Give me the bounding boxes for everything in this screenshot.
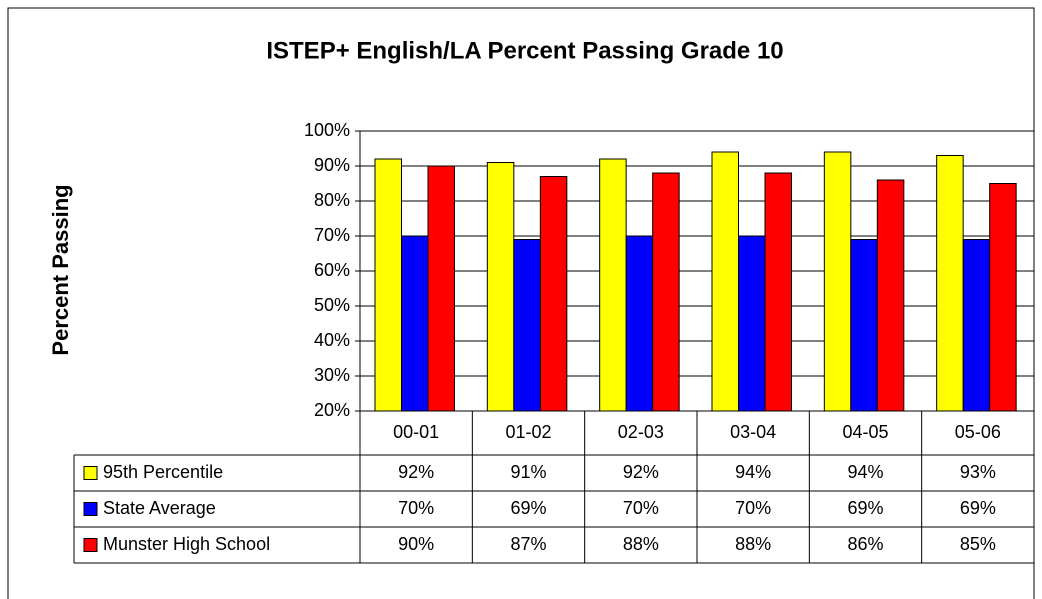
- table-value: 69%: [960, 498, 996, 518]
- table-value: 70%: [398, 498, 434, 518]
- y-tick-label: 100%: [304, 120, 350, 140]
- table-value: 87%: [510, 534, 546, 554]
- bar: [486, 162, 515, 412]
- table-value: 91%: [510, 462, 546, 482]
- y-axis-label: Percent Passing: [48, 184, 73, 355]
- table-value: 88%: [735, 534, 771, 554]
- x-tick-label: 03-04: [730, 422, 776, 442]
- bar: [427, 165, 455, 412]
- legend-label: State Average: [103, 498, 216, 518]
- table-value: 88%: [623, 534, 659, 554]
- table-value: 90%: [398, 534, 434, 554]
- y-tick-label: 30%: [314, 365, 350, 385]
- table-value: 93%: [960, 462, 996, 482]
- bar: [711, 151, 739, 412]
- bar: [625, 235, 654, 412]
- bar: [738, 235, 766, 412]
- x-tick-label: 02-03: [618, 422, 664, 442]
- table-value: 86%: [847, 534, 883, 554]
- bar: [764, 172, 792, 412]
- legend-swatch: [83, 538, 98, 552]
- bar: [599, 158, 627, 412]
- bar: [876, 179, 905, 412]
- y-tick-label: 70%: [314, 225, 350, 245]
- bar: [989, 183, 1017, 412]
- legend-label: 95th Percentile: [103, 462, 223, 482]
- y-tick-label: 90%: [314, 155, 350, 175]
- bar: [401, 235, 429, 412]
- x-tick-label: 00-01: [393, 422, 439, 442]
- x-tick-label: 04-05: [842, 422, 888, 442]
- x-tick-label: 05-06: [955, 422, 1001, 442]
- table-value: 92%: [623, 462, 659, 482]
- table-value: 85%: [960, 534, 996, 554]
- bar: [850, 239, 878, 412]
- y-tick-label: 60%: [314, 260, 350, 280]
- chart-title: ISTEP+ English/LA Percent Passing Grade …: [266, 37, 783, 64]
- legend-swatch: [83, 502, 98, 516]
- x-tick-label: 01-02: [505, 422, 551, 442]
- y-tick-label: 80%: [314, 190, 350, 210]
- bar: [374, 158, 402, 412]
- legend-swatch: [83, 466, 98, 480]
- bar: [936, 155, 964, 412]
- table-value: 69%: [847, 498, 883, 518]
- bar: [513, 239, 541, 412]
- table-value: 94%: [735, 462, 771, 482]
- table-value: 94%: [847, 462, 883, 482]
- bar: [539, 176, 568, 412]
- y-tick-label: 50%: [314, 295, 350, 315]
- table-value: 70%: [735, 498, 771, 518]
- legend-label: Munster High School: [103, 534, 270, 554]
- bar: [823, 151, 852, 412]
- bar: [652, 172, 680, 412]
- table-value: 70%: [623, 498, 659, 518]
- table-value: 92%: [398, 462, 434, 482]
- y-tick-label: 20%: [314, 400, 350, 420]
- y-tick-label: 40%: [314, 330, 350, 350]
- table-value: 69%: [510, 498, 546, 518]
- bar: [962, 239, 991, 412]
